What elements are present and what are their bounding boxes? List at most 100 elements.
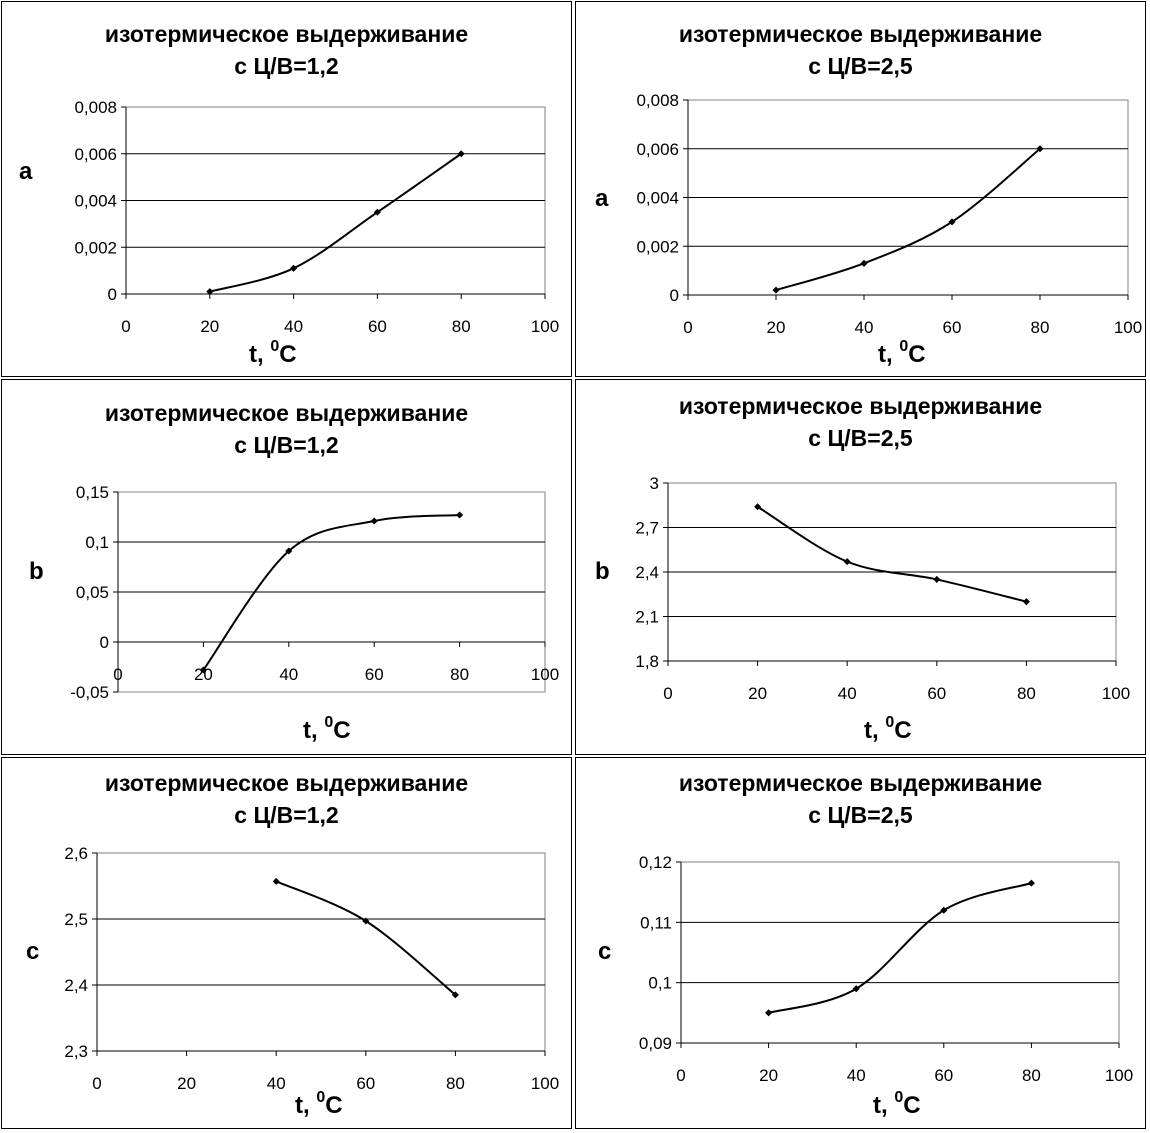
x-axis-label-unit: C [894, 717, 912, 744]
x-axis-label-degree: 0 [885, 714, 895, 731]
data-point [290, 264, 298, 272]
x-tick-label: 0 [121, 317, 130, 336]
chart-title-line1: изотермическое выдерживание [678, 21, 1043, 47]
x-tick-label: 0 [683, 318, 692, 337]
y-tick-label: 0,008 [636, 91, 679, 110]
x-axis-label-unit: C [903, 1092, 921, 1119]
chart-title: изотермическое выдерживание с Ц/В=1,2 [2, 397, 571, 461]
x-axis-label-unit: C [279, 341, 297, 368]
data-point [206, 288, 214, 296]
y-axis-label: b [595, 558, 610, 585]
x-tick-label: 100 [531, 317, 559, 336]
y-tick-label: 0,05 [76, 583, 109, 602]
series-line [275, 880, 457, 996]
data-point [860, 259, 868, 267]
series-line [757, 505, 1027, 603]
data-point [948, 218, 956, 226]
chart-title-line2: с Ц/В=1,2 [234, 53, 339, 79]
x-axis-label-text: t, [878, 341, 900, 368]
data-point [285, 547, 293, 555]
y-tick-label: 0,004 [74, 192, 117, 211]
x-tick-label: 0 [92, 1074, 101, 1093]
x-tick-label: 80 [1017, 684, 1036, 703]
y-tick-label: 0,1 [85, 533, 109, 552]
chart-title-line2: с Ц/В=1,2 [234, 432, 339, 458]
y-tick-label: 0,004 [636, 189, 679, 208]
x-tick-label: 40 [847, 1066, 866, 1085]
y-tick-label: 0,1 [648, 974, 672, 993]
x-tick-label: 60 [927, 684, 946, 703]
chart-title-line2: с Ц/В=2,5 [808, 53, 913, 79]
x-axis-label-degree: 0 [316, 1089, 326, 1106]
x-axis-label: t, 0C [878, 338, 926, 369]
x-axis-label: t, 0C [303, 714, 351, 745]
x-tick-label: 40 [855, 318, 874, 337]
x-axis-label-degree: 0 [324, 714, 334, 731]
y-tick-label: 0,12 [639, 853, 672, 872]
chart-title-line1: изотермическое выдерживание [104, 400, 469, 426]
chart-title: изотермическое выдерживание с Ц/В=1,2 [2, 18, 571, 82]
y-tick-label: 3 [650, 474, 659, 493]
x-tick-label: 20 [177, 1074, 196, 1093]
y-tick-label: 0 [108, 285, 117, 304]
x-tick-label: 60 [934, 1066, 953, 1085]
chart-panel-a-2-5: изотермическое выдерживание с Ц/В=2,5 a … [575, 1, 1146, 377]
chart-plot: 0 0,002 0,004 0,006 0,008 0 20 40 60 80 100 [74, 98, 559, 336]
x-tick-label: 80 [446, 1074, 465, 1093]
data-point [765, 1009, 773, 1017]
x-axis-label-text: t, [303, 717, 325, 744]
y-tick-label: 2,4 [64, 976, 88, 995]
plot-area [96, 852, 546, 1052]
x-tick-label: 60 [368, 317, 387, 336]
x-tick-label: 80 [1022, 1066, 1041, 1085]
series-line [768, 882, 1032, 1014]
x-axis-label-degree: 0 [270, 338, 280, 355]
chart-plot: 0,09 0,1 0,11 0,12 0 20 40 60 80 100 [639, 853, 1133, 1085]
x-axis-label-degree: 0 [894, 1089, 904, 1106]
x-tick-label: 80 [452, 317, 471, 336]
y-tick-label: 2,5 [64, 910, 88, 929]
chart-title-line1: изотермическое выдерживание [104, 21, 469, 47]
data-point [457, 150, 465, 158]
x-tick-label: 20 [759, 1066, 778, 1085]
chart-plot: 0 0,002 0,004 0,006 0,008 0 20 40 60 80 100 [636, 91, 1142, 337]
x-tick-label: 60 [943, 318, 962, 337]
x-axis-label: t, 0C [295, 1089, 343, 1120]
y-tick-label: 0,09 [639, 1034, 672, 1053]
x-axis-label-text: t, [249, 341, 271, 368]
chart-title: изотермическое выдерживание с Ц/В=2,5 [576, 767, 1145, 831]
data-point [1027, 879, 1035, 887]
x-tick-label: 40 [267, 1074, 286, 1093]
data-point [362, 917, 370, 925]
y-tick-label: 2,4 [635, 563, 659, 582]
x-tick-label: 20 [194, 665, 213, 684]
data-point [370, 517, 378, 525]
x-tick-label: 40 [279, 665, 298, 684]
x-tick-label: 20 [748, 684, 767, 703]
chart-title: изотермическое выдерживание с Ц/В=1,2 [2, 767, 571, 831]
x-tick-label: 100 [531, 1074, 559, 1093]
chart-panel-b-2-5: изотермическое выдерживание с Ц/В=2,5 b … [575, 379, 1146, 755]
x-tick-label: 100 [1105, 1066, 1133, 1085]
chart-title: изотермическое выдерживание с Ц/В=2,5 [576, 18, 1145, 82]
y-tick-label: 2,7 [635, 519, 659, 538]
x-axis-label: t, 0C [873, 1089, 921, 1120]
data-point [852, 985, 860, 993]
y-axis-label: a [595, 185, 609, 212]
series-line [209, 152, 462, 293]
x-axis-label-text: t, [873, 1092, 895, 1119]
y-tick-label: 0,006 [636, 140, 679, 159]
chart-panel-b-1-2: изотермическое выдерживание с Ц/В=1,2 b … [1, 379, 572, 755]
x-tick-label: 60 [365, 665, 384, 684]
x-tick-label: 80 [1031, 318, 1050, 337]
y-tick-label: 1,8 [635, 652, 659, 671]
x-tick-label: 20 [200, 317, 219, 336]
x-tick-label: 60 [356, 1074, 375, 1093]
series-line [775, 147, 1041, 292]
data-point [843, 558, 851, 566]
y-tick-label: 0,002 [636, 237, 679, 256]
y-tick-label: 0,002 [74, 238, 117, 257]
chart-title-line2: с Ц/В=1,2 [234, 802, 339, 828]
data-point [272, 877, 280, 885]
